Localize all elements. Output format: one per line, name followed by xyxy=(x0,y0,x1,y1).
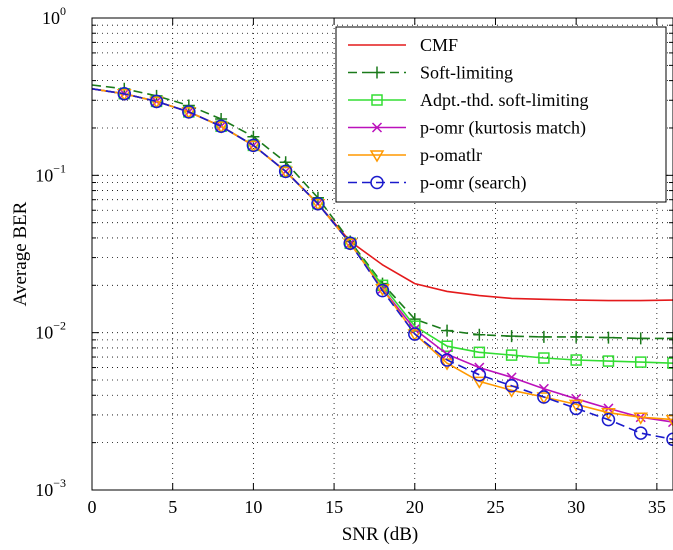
y-axis-title: Average BER xyxy=(10,201,31,306)
marker-square xyxy=(473,346,486,359)
marker-square xyxy=(505,349,518,361)
marker-plus xyxy=(505,330,518,343)
x-tick-label: 0 xyxy=(88,497,97,517)
y-tick-label: 10−2 xyxy=(35,319,66,343)
marker-plus xyxy=(602,331,615,344)
legend-label: Adpt.-thd. soft-limiting xyxy=(420,90,589,110)
marker-triangle xyxy=(568,399,584,412)
legend: CMF Soft-limiting Adpt.-thd. soft-limiting… xyxy=(335,26,667,203)
marker-square xyxy=(570,354,582,366)
marker-circle xyxy=(343,236,357,251)
legend-box xyxy=(335,26,667,203)
marker-x xyxy=(371,122,383,133)
legend-entry: Adpt.-thd. soft-limiting xyxy=(348,90,589,110)
marker-circle xyxy=(214,119,228,134)
marker-square xyxy=(538,352,550,364)
x-tick-label: 35 xyxy=(648,497,666,517)
marker-triangle xyxy=(369,150,385,163)
y-tick-exponent: −1 xyxy=(53,161,66,175)
y-tick-label: 100 xyxy=(42,4,66,28)
x-axis-ticks: 0 5 10 15 20 25 30 35 xyxy=(88,18,666,517)
marker-circle xyxy=(278,164,293,179)
y-axis-ticks: 100 10−1 10−2 10−3 xyxy=(35,4,673,500)
marker-x xyxy=(474,362,485,373)
marker-square xyxy=(371,94,383,106)
legend-label: p-omr (kurtosis match) xyxy=(420,118,586,139)
marker-triangle xyxy=(149,96,164,109)
marker-plus xyxy=(473,328,486,341)
marker-circle xyxy=(633,426,648,440)
x-tick-label: 30 xyxy=(567,497,585,517)
marker-triangle xyxy=(213,121,229,134)
marker-triangle xyxy=(342,238,358,251)
marker-circle xyxy=(472,368,487,382)
marker-plus xyxy=(441,324,454,337)
y-tick-exponent: 0 xyxy=(60,4,66,18)
marker-plus xyxy=(570,330,583,343)
marker-triangle xyxy=(665,414,673,428)
marker-circle xyxy=(408,327,422,341)
marker-plus xyxy=(537,330,550,343)
series-line xyxy=(92,88,673,441)
marker-triangle xyxy=(246,140,261,153)
marker-circle xyxy=(601,412,616,427)
legend-label: CMF xyxy=(420,35,458,55)
marker-triangle xyxy=(472,376,487,389)
x-axis-title: SNR (dB) xyxy=(342,524,419,545)
marker-circle xyxy=(182,105,196,119)
legend-label: Soft-limiting xyxy=(420,63,513,83)
marker-triangle xyxy=(633,412,649,425)
marker-circle xyxy=(504,378,519,393)
marker-circle xyxy=(537,390,551,404)
x-tick-label: 20 xyxy=(406,497,424,517)
series-p-omr-search xyxy=(92,87,673,447)
marker-circle xyxy=(370,175,384,190)
marker-square xyxy=(634,356,647,368)
marker-plus xyxy=(667,332,673,345)
legend-label: p-omatlr xyxy=(420,145,482,165)
marker-x xyxy=(571,393,582,404)
marker-circle xyxy=(311,196,325,211)
marker-circle xyxy=(666,432,673,447)
y-tick-exponent: −2 xyxy=(53,319,66,333)
marker-square xyxy=(602,355,615,367)
marker-circle xyxy=(246,138,261,153)
x-tick-label: 25 xyxy=(486,497,504,517)
marker-triangle xyxy=(407,329,423,342)
series-layer xyxy=(92,82,673,447)
legend-entry: Soft-limiting xyxy=(348,63,513,83)
plot-frame xyxy=(91,17,673,491)
marker-square xyxy=(441,340,453,352)
legend-entry: p-omr (search) xyxy=(348,173,526,194)
marker-plus xyxy=(215,113,228,126)
marker-square xyxy=(667,357,673,369)
legend-label: p-omr (search) xyxy=(420,173,526,194)
y-tick-label: 10−1 xyxy=(35,161,66,185)
x-tick-label: 5 xyxy=(168,497,177,517)
marker-plus xyxy=(634,332,647,345)
legend-entry: CMF xyxy=(348,35,458,55)
legend-entry: p-omr (kurtosis match) xyxy=(348,118,586,139)
marker-plus xyxy=(371,66,383,79)
marker-circle xyxy=(149,94,164,109)
marker-circle xyxy=(117,87,132,101)
marker-circle xyxy=(440,353,454,367)
marker-triangle xyxy=(536,392,552,405)
marker-circle xyxy=(569,401,583,416)
x-tick-label: 15 xyxy=(325,497,343,517)
y-tick-exponent: −3 xyxy=(53,476,66,490)
marker-triangle xyxy=(310,198,326,212)
y-tick-label: 10−3 xyxy=(35,476,66,500)
marker-circle xyxy=(375,283,390,298)
marker-triangle xyxy=(278,166,293,179)
marker-plus xyxy=(408,313,421,326)
x-tick-label: 10 xyxy=(244,497,262,517)
legend-entry: p-omatlr xyxy=(348,145,482,165)
